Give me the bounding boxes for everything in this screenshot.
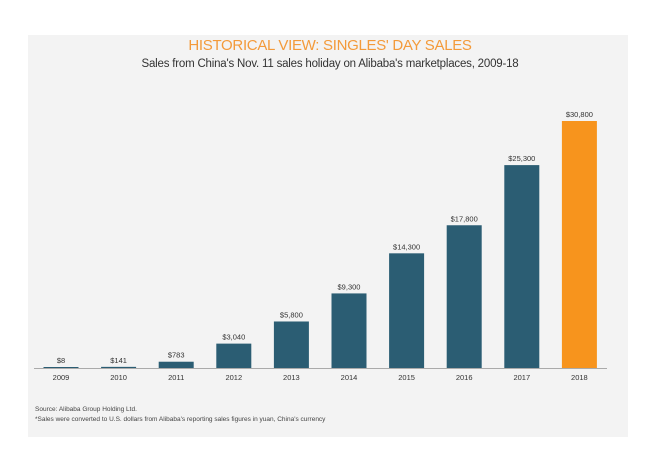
x-tick-label-2016: 2016 [456, 373, 473, 382]
data-label-2009: $8 [57, 356, 65, 365]
x-tick-label-2009: 2009 [53, 373, 70, 382]
data-label-2018: $30,800 [566, 110, 593, 119]
bar-2018 [561, 121, 597, 368]
source-note: Source: Alibaba Group Holding Ltd. [35, 406, 137, 413]
x-tick-label-2018: 2018 [571, 373, 588, 382]
x-tick-label-2017: 2017 [513, 373, 530, 382]
bar-2010 [101, 366, 137, 368]
data-label-2016: $17,800 [451, 214, 478, 223]
x-tick-label-2012: 2012 [225, 373, 242, 382]
data-label-2017: $25,300 [508, 154, 535, 163]
data-label-2015: $14,300 [393, 242, 420, 251]
bar-2013 [273, 321, 309, 368]
bar-2009 [43, 367, 79, 368]
data-label-2012: $3,040 [222, 333, 245, 342]
x-tick-label-2015: 2015 [398, 373, 415, 382]
x-tick-label-2010: 2010 [110, 373, 127, 382]
data-label-2011: $783 [168, 351, 185, 360]
bar-2016 [446, 225, 482, 368]
footnote: *Sales were converted to U.S. dollars fr… [35, 416, 326, 423]
bar-2017 [504, 165, 540, 368]
data-label-2013: $5,800 [280, 310, 303, 319]
x-tick-label-2011: 2011 [168, 373, 184, 382]
data-label-2014: $9,300 [338, 282, 361, 291]
bar-2015 [389, 253, 425, 368]
x-tick-label-2013: 2013 [283, 373, 300, 382]
bar-2011 [158, 361, 194, 368]
chart-title: HISTORICAL VIEW: SINGLES' DAY SALES [188, 37, 472, 54]
x-tick-label-2014: 2014 [341, 373, 358, 382]
data-label-2010: $141 [110, 356, 127, 365]
chart-subtitle: Sales from China's Nov. 11 sales holiday… [141, 58, 519, 70]
bar-2014 [331, 293, 367, 368]
bar-2012 [216, 343, 252, 368]
